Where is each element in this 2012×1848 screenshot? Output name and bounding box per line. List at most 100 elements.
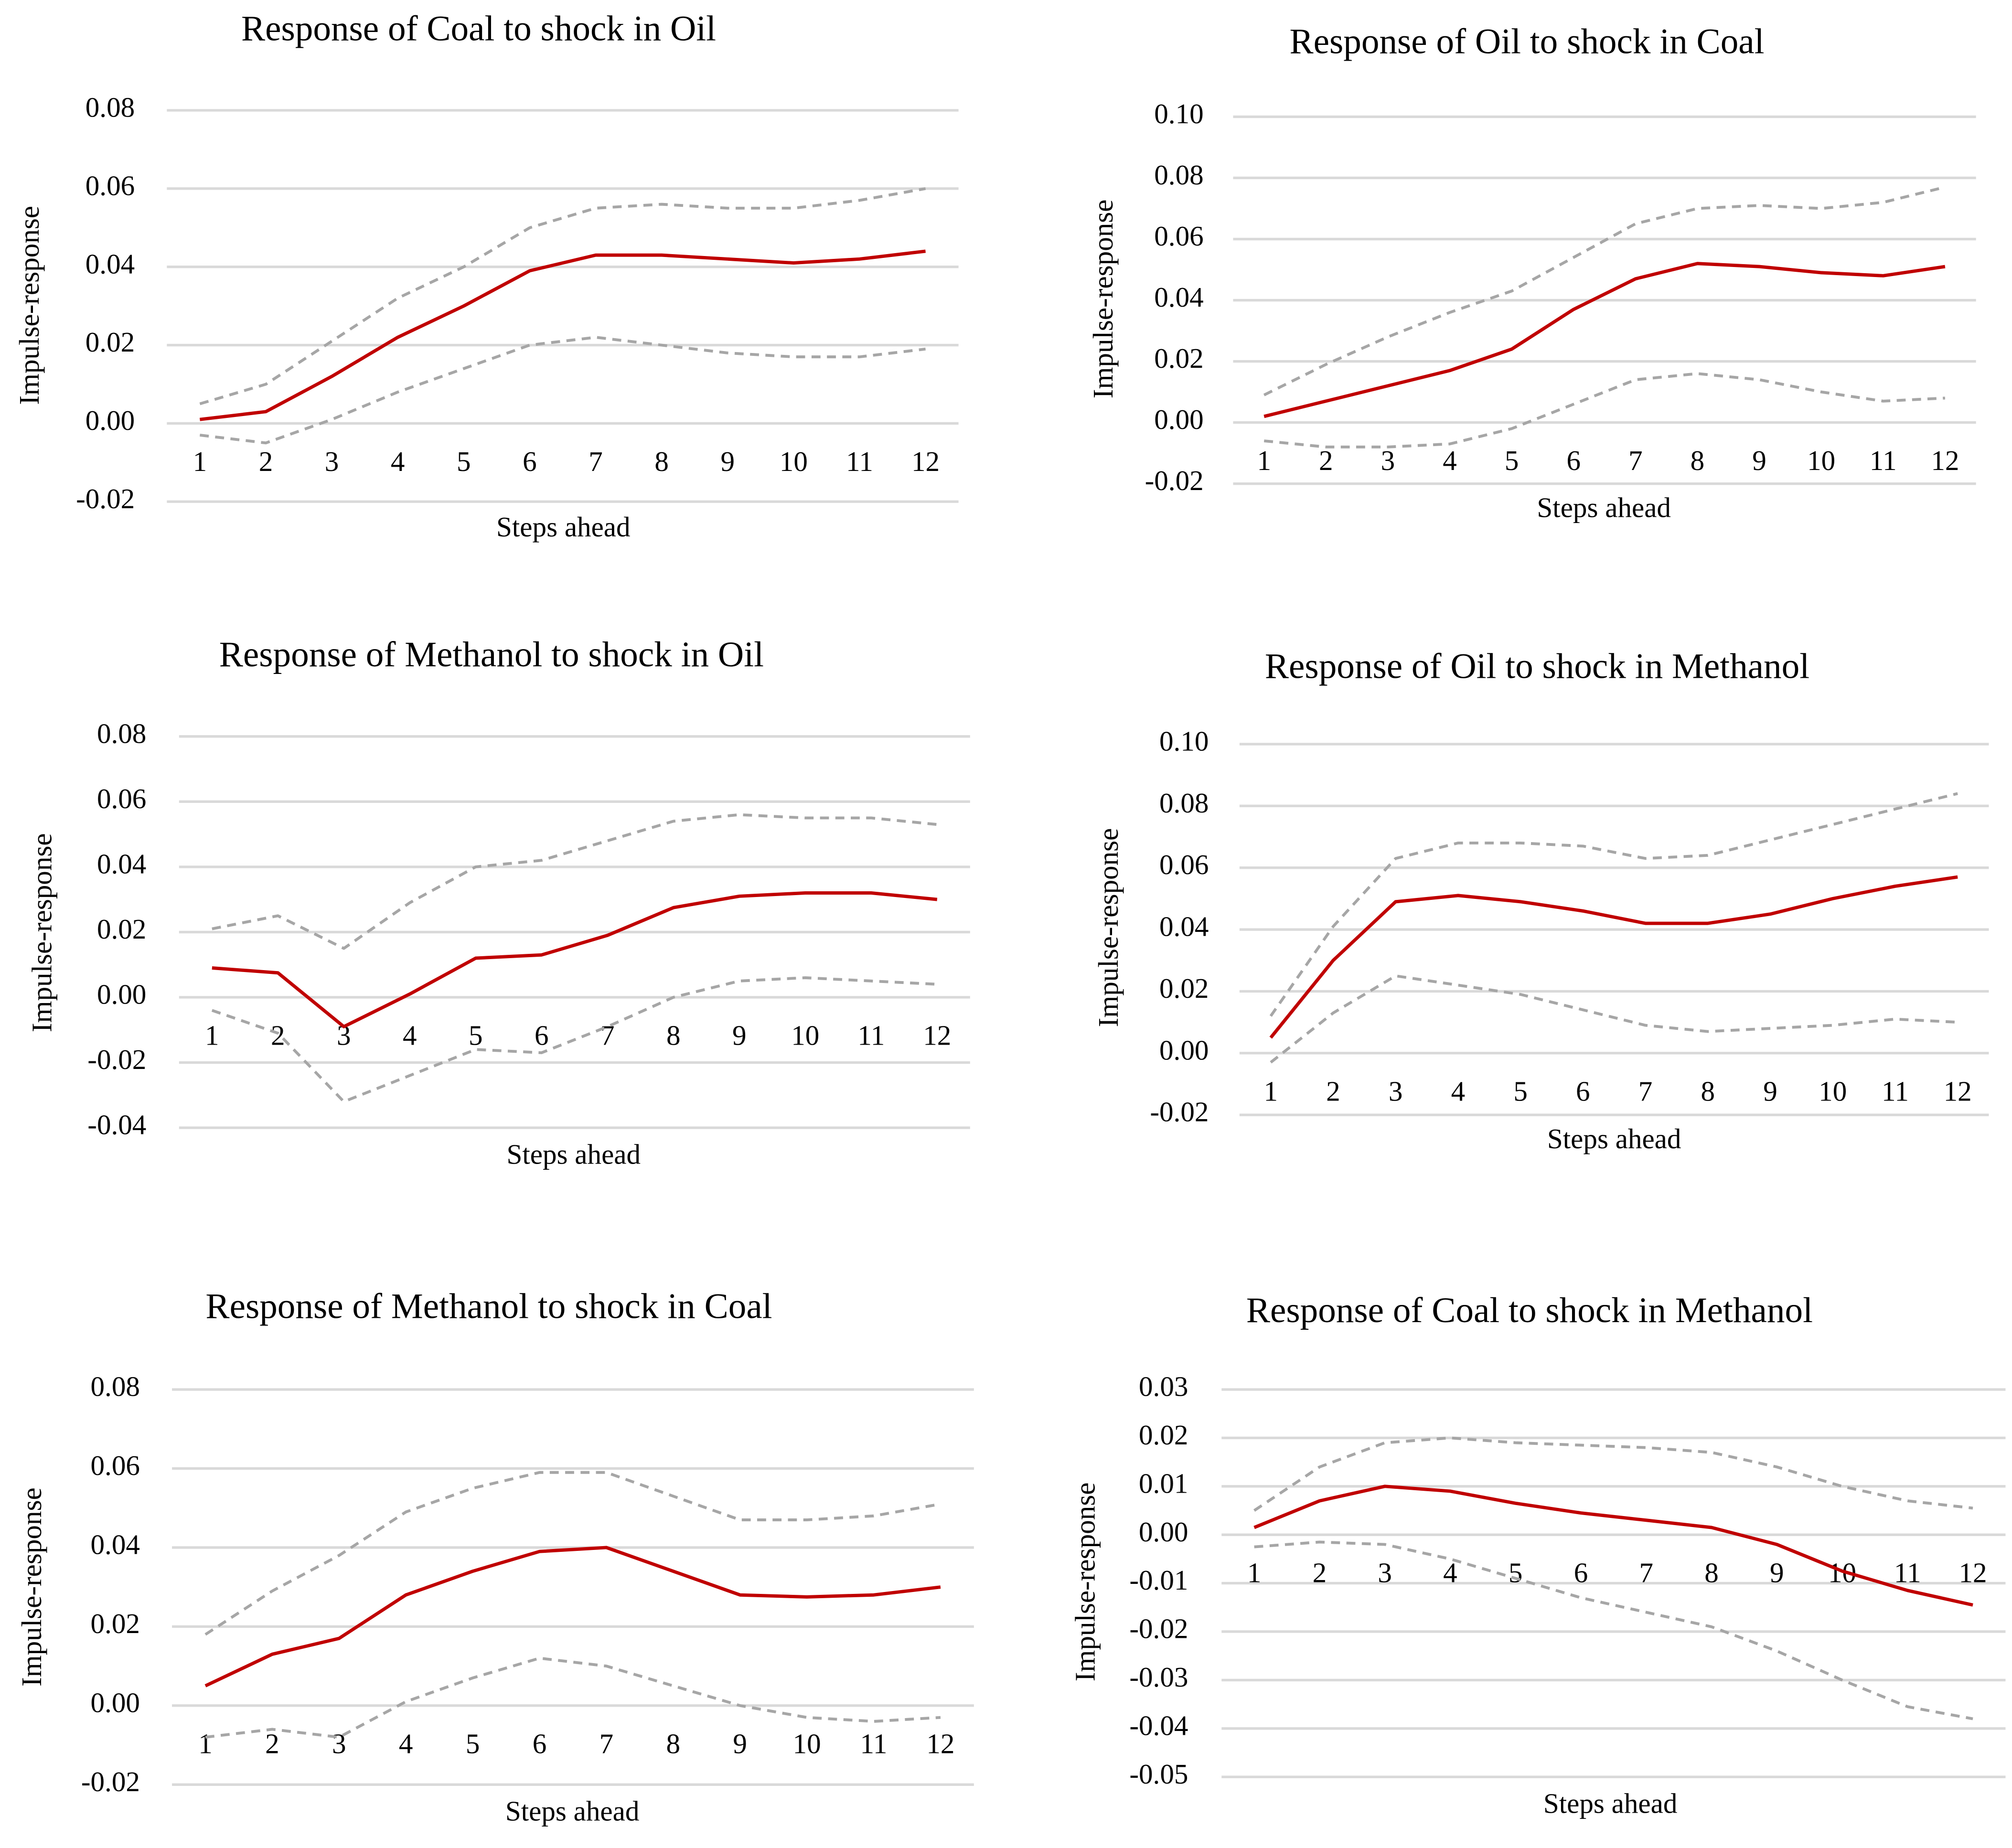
y-tick-label: 0.02 [91, 1608, 140, 1639]
x-axis-label: Steps ahead [505, 1795, 640, 1827]
x-tick-label: 1 [193, 446, 207, 477]
x-tick-label: 6 [1574, 1557, 1588, 1589]
x-tick-label: 8 [1691, 445, 1705, 476]
y-tick-label: -0.04 [1129, 1709, 1188, 1741]
x-tick-label: 10 [793, 1728, 821, 1759]
x-axis-label: Steps ahead [1547, 1123, 1681, 1154]
y-tick-label: 0.02 [86, 326, 135, 358]
x-axis-label: Steps ahead [1537, 492, 1671, 523]
confidence-band-line [1263, 372, 1946, 449]
y-tick-label: 0.10 [1159, 725, 1209, 757]
chart-title: Response of Coal to shock in Methanol [1246, 1291, 1813, 1330]
y-tick-label: 0.04 [1159, 911, 1209, 942]
confidence-band-line [1270, 974, 1958, 1064]
confidence-band-line [1269, 792, 1958, 1017]
y-tick-label: 0.02 [97, 913, 146, 945]
y-tick-label: 0.08 [97, 717, 146, 749]
y-tick-label: -0.04 [87, 1109, 146, 1141]
chart-title: Response of Oil to shock in Methanol [1265, 646, 1809, 686]
x-tick-label: 5 [1513, 1075, 1528, 1107]
y-axis-label: Impulse-response [1069, 1483, 1101, 1682]
y-tick-label: 0.04 [86, 248, 135, 279]
confidence-band-line [1254, 1540, 1973, 1720]
x-tick-label: 12 [911, 446, 940, 477]
chart-panel: Response of Oil to shock in Methanol -0.0… [1092, 646, 1989, 1154]
y-tick-label: 0.00 [1154, 404, 1203, 435]
x-tick-label: 11 [1882, 1075, 1909, 1107]
x-tick-label: 8 [654, 446, 669, 477]
x-tick-label: 10 [780, 446, 808, 477]
x-tick-label: 8 [666, 1019, 681, 1051]
x-tick-label: 9 [1752, 445, 1766, 476]
y-tick-label: 0.06 [86, 170, 135, 201]
x-tick-label: 4 [399, 1728, 413, 1759]
x-tick-label: 5 [469, 1019, 483, 1051]
chart-title: Response of Methanol to shock in Coal [205, 1287, 772, 1326]
x-tick-label: 11 [846, 446, 873, 477]
y-tick-label: 0.06 [1159, 849, 1209, 880]
x-tick-label: 3 [1381, 445, 1395, 476]
x-tick-label: 1 [1247, 1557, 1262, 1589]
y-tick-label: 0.01 [1139, 1467, 1188, 1499]
y-tick-label: 0.08 [1159, 787, 1209, 819]
y-axis-label: Impulse-response [13, 206, 45, 405]
x-tick-label: 12 [926, 1728, 954, 1759]
y-tick-label: -0.02 [87, 1044, 146, 1075]
x-tick-label: 12 [1959, 1557, 1987, 1589]
x-tick-label: 5 [1509, 1557, 1523, 1589]
x-tick-label: 11 [860, 1728, 888, 1759]
y-tick-label: -0.03 [1129, 1661, 1188, 1693]
confidence-band-line [200, 336, 926, 445]
x-tick-label: 3 [325, 446, 339, 477]
y-axis-label: Impulse-response [26, 833, 58, 1032]
confidence-band-line [1253, 1436, 1973, 1512]
y-tick-label: 0.02 [1154, 342, 1203, 374]
x-tick-label: 2 [259, 446, 273, 477]
confidence-band-line [205, 1656, 941, 1739]
y-tick-label: 0.00 [1139, 1516, 1188, 1548]
chart-panel: Response of Methanol to shock in Oil -0.0… [26, 635, 970, 1170]
x-tick-label: 9 [720, 446, 735, 477]
y-axis-label: Impulse-response [1087, 199, 1119, 398]
x-tick-label: 8 [1704, 1557, 1719, 1589]
y-tick-label: -0.02 [81, 1766, 140, 1797]
x-tick-label: 4 [1443, 445, 1457, 476]
x-tick-label: 9 [1770, 1557, 1784, 1589]
y-tick-label: 0.04 [91, 1528, 140, 1560]
y-tick-label: -0.01 [1129, 1564, 1188, 1596]
x-tick-label: 2 [1326, 1075, 1340, 1107]
y-tick-label: 0.06 [91, 1450, 140, 1481]
chart-title: Response of Oil to shock in Coal [1290, 21, 1765, 61]
x-tick-label: 2 [1319, 445, 1333, 476]
y-tick-label: 0.06 [1154, 220, 1203, 252]
x-tick-label: 3 [1378, 1557, 1392, 1589]
x-tick-label: 7 [599, 1728, 614, 1759]
x-tick-label: 2 [265, 1728, 279, 1759]
x-tick-label: 5 [1505, 445, 1519, 476]
x-tick-label: 9 [732, 1019, 747, 1051]
x-tick-label: 6 [1566, 445, 1581, 476]
x-tick-label: 6 [533, 1728, 547, 1759]
x-tick-label: 11 [857, 1019, 885, 1051]
y-axis-label: Impulse-response [16, 1487, 47, 1687]
x-tick-label: 3 [332, 1728, 346, 1759]
x-tick-label: 7 [1639, 1557, 1653, 1589]
y-tick-label: 0.03 [1139, 1371, 1188, 1402]
x-tick-label: 11 [1870, 445, 1897, 476]
chart-panel: Response of Oil to shock in Coal -0.02 0.0… [1087, 21, 1976, 523]
chart-title: Response of Methanol to shock in Oil [219, 635, 764, 674]
confidence-band-line [211, 976, 937, 1103]
y-tick-label: -0.02 [1129, 1613, 1188, 1645]
y-tick-label: -0.02 [76, 483, 135, 514]
chart-panel: Response of Coal to shock in Oil -0.02 0.0… [13, 9, 959, 543]
x-tick-label: 1 [1257, 445, 1271, 476]
confidence-band-line [204, 1471, 941, 1636]
confidence-band-line [1263, 185, 1946, 396]
chart-title: Response of Coal to shock in Oil [241, 9, 716, 48]
x-tick-label: 8 [1701, 1075, 1715, 1107]
x-axis-label: Steps ahead [1543, 1788, 1678, 1819]
confidence-band-line [199, 187, 926, 406]
y-tick-label: 0.02 [1139, 1419, 1188, 1451]
y-tick-label: 0.02 [1159, 972, 1209, 1004]
